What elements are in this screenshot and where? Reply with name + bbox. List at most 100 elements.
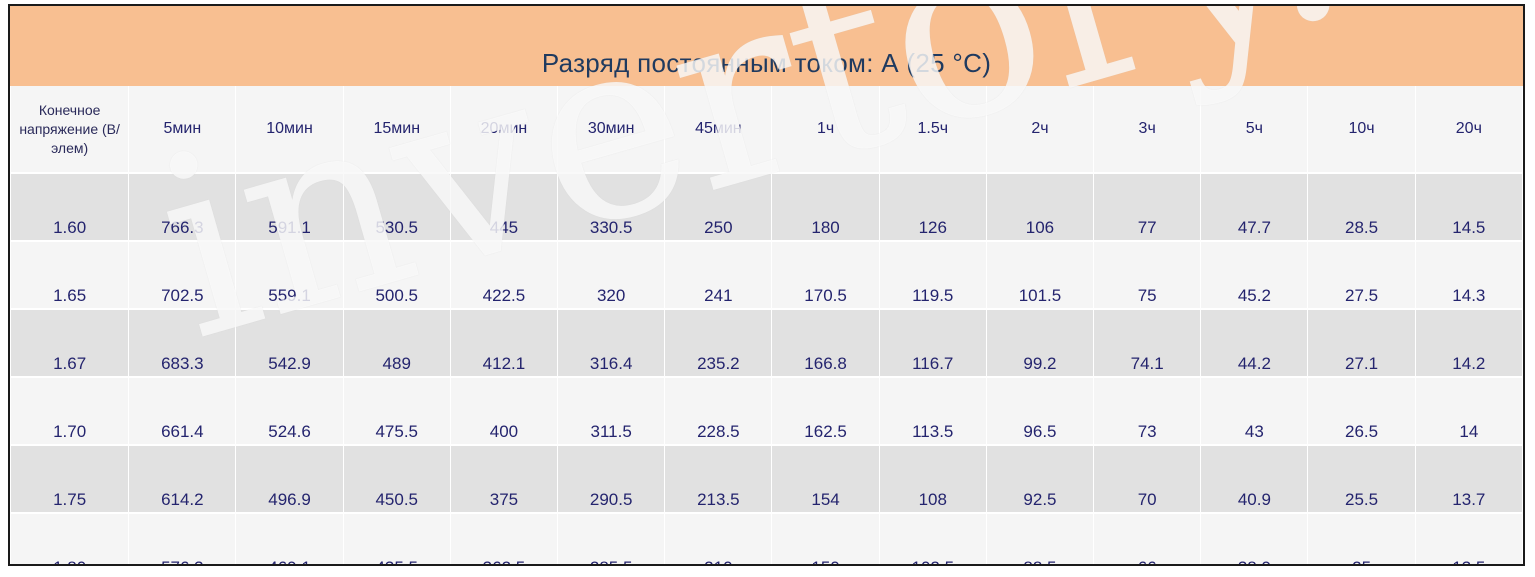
current-cell: 106 xyxy=(985,173,1095,242)
current-cell: 14.5 xyxy=(1414,173,1523,242)
current-cell: 44.2 xyxy=(1200,309,1309,378)
current-cell: 74.1 xyxy=(1093,309,1202,378)
current-cell: 542.9 xyxy=(235,309,344,378)
voltage-cell: 1.65 xyxy=(10,241,130,310)
current-cell: 43 xyxy=(1200,377,1309,446)
current-cell: 450.5 xyxy=(342,445,451,514)
table-row: 1.80576.3469.1435.5362.5285.5210150102.5… xyxy=(10,513,1523,564)
current-cell: 101.5 xyxy=(985,241,1095,310)
current-cell: 150 xyxy=(771,513,880,564)
voltage-cell: 1.80 xyxy=(10,513,130,564)
header-row: Конечное напряжение (В/элем) 5мин 10мин … xyxy=(10,86,1523,174)
current-cell: 116.7 xyxy=(878,309,987,378)
current-cell: 422.5 xyxy=(449,241,559,310)
table-row: 1.70 661.4 524.6 475.5 400 311.5 228.5 162.5 113… xyxy=(10,377,1523,446)
current-cell: 70 xyxy=(1093,445,1202,514)
voltage-cell: 1.60 xyxy=(10,173,130,242)
column-header: 1.5ч xyxy=(878,86,987,174)
current-cell: 210 xyxy=(664,513,773,564)
current-cell: 45.2 xyxy=(1200,241,1309,310)
current-cell: 162.5 xyxy=(771,377,880,446)
table-title: Разряд постоянным током: А (25 °C) xyxy=(541,48,992,78)
current-cell: 228.5 xyxy=(664,377,773,446)
current-cell: 435.5 xyxy=(342,513,451,564)
current-cell: 126 xyxy=(878,173,987,242)
current-cell: 213.5 xyxy=(664,445,773,514)
table-row: 1.65 702.5 559.1 500.5 422.5 320 241 170.5 119.5… xyxy=(10,241,1523,310)
current-cell: 496.9 xyxy=(235,445,344,514)
current-cell: 66 xyxy=(1093,513,1202,564)
column-header: 30мин xyxy=(557,86,666,174)
current-cell: 13.5 xyxy=(1414,513,1523,564)
column-header: 10ч xyxy=(1307,86,1416,174)
current-cell: 119.5 xyxy=(878,241,987,310)
current-cell: 170.5 xyxy=(771,241,880,310)
current-cell: 489 xyxy=(342,309,451,378)
current-cell: 530.5 xyxy=(342,173,451,242)
column-header: 5ч xyxy=(1200,86,1309,174)
current-cell: 320 xyxy=(557,241,666,310)
current-cell: 683.3 xyxy=(128,309,237,378)
current-cell: 591.1 xyxy=(235,173,344,242)
current-cell: 412.1 xyxy=(449,309,559,378)
current-cell: 88.5 xyxy=(985,513,1095,564)
current-cell: 375 xyxy=(449,445,559,514)
column-header: 1ч xyxy=(771,86,880,174)
column-header: 10мин xyxy=(235,86,344,174)
current-cell: 13.7 xyxy=(1414,445,1523,514)
current-cell: 524.6 xyxy=(235,377,344,446)
current-cell: 27.5 xyxy=(1307,241,1416,310)
voltage-cell: 1.75 xyxy=(10,445,130,514)
current-cell: 28.5 xyxy=(1307,173,1416,242)
current-cell: 330.5 xyxy=(557,173,666,242)
current-cell: 26.5 xyxy=(1307,377,1416,446)
current-cell: 469.1 xyxy=(235,513,344,564)
current-cell: 14.3 xyxy=(1414,241,1523,310)
current-cell: 500.5 xyxy=(342,241,451,310)
column-header: 3ч xyxy=(1093,86,1202,174)
current-cell: 702.5 xyxy=(128,241,237,310)
column-header: 20ч xyxy=(1414,86,1523,174)
current-cell: 661.4 xyxy=(128,377,237,446)
current-cell: 96.5 xyxy=(985,377,1095,446)
current-cell: 14.2 xyxy=(1414,309,1523,378)
current-cell: 180 xyxy=(771,173,880,242)
column-header: 2ч xyxy=(985,86,1095,174)
discharge-table-frame: Разряд постоянным током: А (25 °C) Конеч… xyxy=(8,4,1525,566)
current-cell: 559.1 xyxy=(235,241,344,310)
current-cell: 241 xyxy=(664,241,773,310)
current-cell: 445 xyxy=(449,173,559,242)
voltage-cell: 1.70 xyxy=(10,377,130,446)
current-cell: 27.1 xyxy=(1307,309,1416,378)
current-cell: 14 xyxy=(1414,377,1523,446)
current-cell: 40.9 xyxy=(1200,445,1309,514)
current-cell: 92.5 xyxy=(985,445,1095,514)
current-cell: 576.3 xyxy=(128,513,237,564)
current-cell: 25 xyxy=(1307,513,1416,564)
column-header: 15мин xyxy=(342,86,451,174)
current-cell: 25.5 xyxy=(1307,445,1416,514)
current-cell: 235.2 xyxy=(664,309,773,378)
current-cell: 102.5 xyxy=(878,513,987,564)
current-cell: 75 xyxy=(1093,241,1202,310)
discharge-table: Конечное напряжение (В/элем) 5мин 10мин … xyxy=(10,86,1523,564)
column-header: 5мин xyxy=(128,86,237,174)
voltage-cell: 1.67 xyxy=(10,309,130,378)
title-bar: Разряд постоянным током: А (25 °C) xyxy=(10,6,1523,86)
voltage-column-header: Конечное напряжение (В/элем) xyxy=(10,86,130,174)
current-cell: 766.3 xyxy=(128,173,237,242)
current-cell: 113.5 xyxy=(878,377,987,446)
current-cell: 166.8 xyxy=(771,309,880,378)
current-cell: 316.4 xyxy=(557,309,666,378)
current-cell: 77 xyxy=(1093,173,1202,242)
current-cell: 614.2 xyxy=(128,445,237,514)
column-header: 20мин xyxy=(449,86,559,174)
current-cell: 154 xyxy=(771,445,880,514)
current-cell: 475.5 xyxy=(342,377,451,446)
current-cell: 38.9 xyxy=(1200,513,1309,564)
current-cell: 99.2 xyxy=(985,309,1095,378)
table-row: 1.67 683.3 542.9 489 412.1 316.4 235.2 166.8 116… xyxy=(10,309,1523,378)
column-header: 45мин xyxy=(664,86,773,174)
current-cell: 47.7 xyxy=(1200,173,1309,242)
current-cell: 73 xyxy=(1093,377,1202,446)
